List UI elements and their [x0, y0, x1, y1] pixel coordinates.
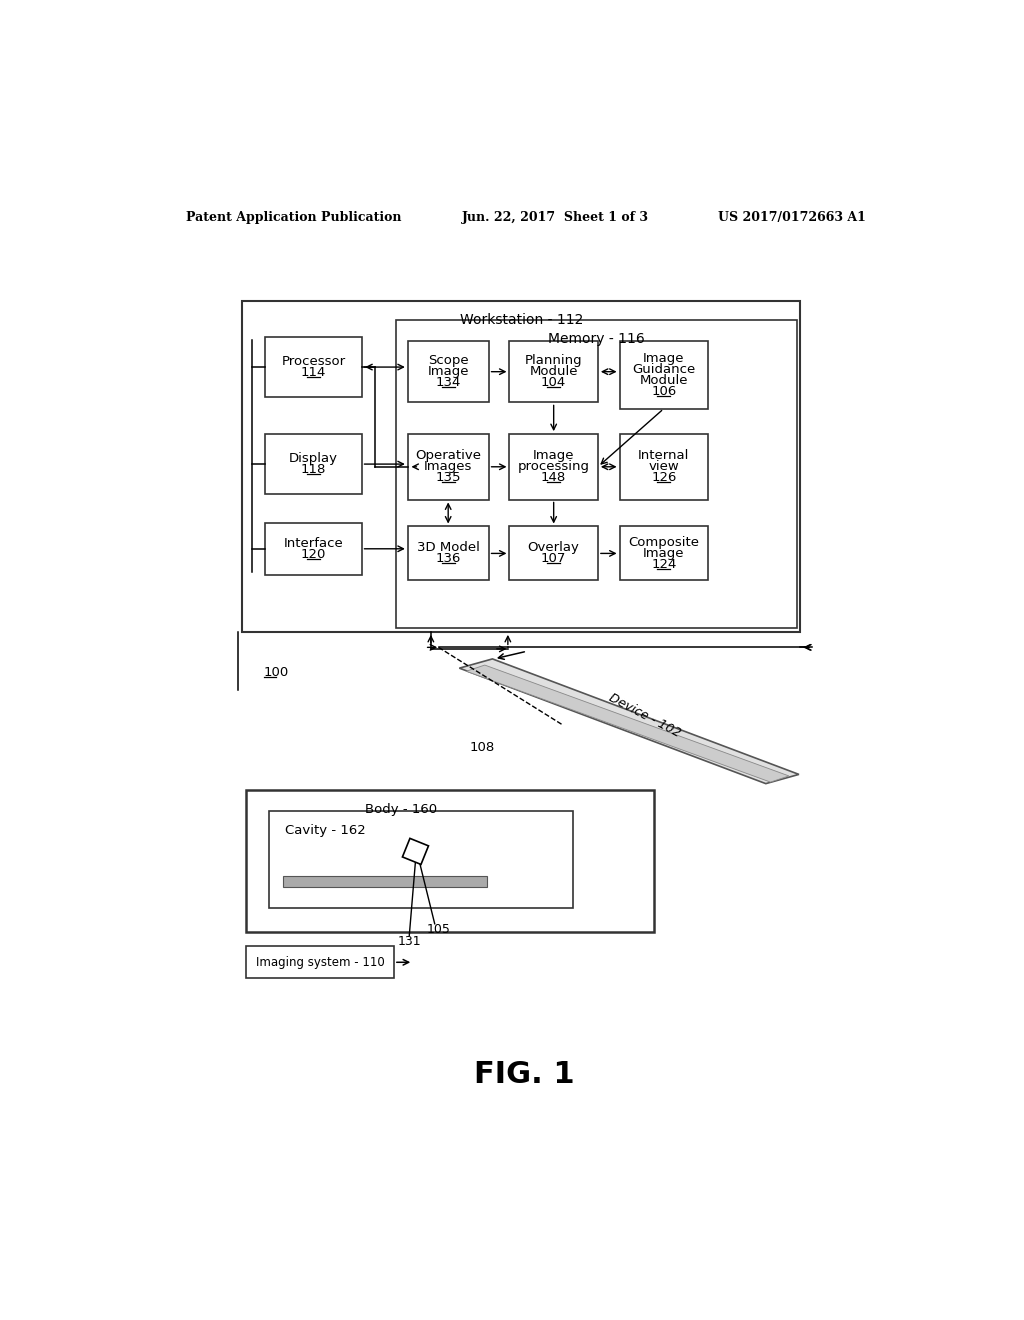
Bar: [509, 434, 598, 499]
Polygon shape: [402, 838, 428, 865]
Text: Module: Module: [640, 374, 688, 387]
Text: Body - 160: Body - 160: [366, 803, 437, 816]
Text: Memory - 116: Memory - 116: [548, 333, 645, 346]
Text: Composite: Composite: [629, 536, 699, 549]
Text: Operative: Operative: [415, 449, 481, 462]
Text: processing: processing: [518, 461, 590, 474]
Text: 136: 136: [435, 552, 461, 565]
Text: 131: 131: [397, 935, 421, 948]
Bar: [265, 434, 361, 494]
Text: 106: 106: [651, 384, 677, 397]
Bar: [265, 523, 361, 576]
Text: Overlay: Overlay: [527, 541, 580, 554]
Text: 108: 108: [469, 741, 495, 754]
Text: FIG. 1: FIG. 1: [474, 1060, 575, 1089]
Text: 134: 134: [435, 376, 461, 389]
Text: Workstation - 112: Workstation - 112: [460, 313, 583, 327]
Text: 124: 124: [651, 558, 677, 570]
Text: Guidance: Guidance: [632, 363, 695, 376]
Text: Patent Application Publication: Patent Application Publication: [186, 211, 401, 224]
Polygon shape: [460, 659, 799, 784]
Text: US 2017/0172663 A1: US 2017/0172663 A1: [718, 211, 866, 224]
Bar: [620, 527, 708, 581]
Bar: [396, 321, 797, 628]
Text: 3D Model: 3D Model: [417, 541, 479, 554]
Text: 107: 107: [541, 552, 566, 565]
Text: Display: Display: [289, 453, 338, 465]
Text: Image: Image: [643, 352, 684, 364]
Text: view: view: [648, 461, 679, 474]
Bar: [620, 341, 708, 409]
Text: Images: Images: [424, 461, 472, 474]
Bar: [283, 876, 487, 887]
Text: Device - 102: Device - 102: [606, 690, 683, 739]
Text: Image: Image: [643, 546, 684, 560]
Text: Image: Image: [427, 366, 469, 379]
Text: 114: 114: [301, 366, 326, 379]
Text: Planning: Planning: [525, 354, 583, 367]
Polygon shape: [466, 665, 788, 781]
Text: 148: 148: [541, 471, 566, 484]
Text: 120: 120: [301, 548, 326, 561]
Bar: [509, 527, 598, 581]
Bar: [408, 341, 488, 403]
Bar: [509, 341, 598, 403]
Text: Processor: Processor: [282, 355, 345, 368]
Bar: [408, 527, 488, 581]
Bar: [269, 812, 573, 908]
Bar: [620, 434, 708, 499]
Text: Jun. 22, 2017  Sheet 1 of 3: Jun. 22, 2017 Sheet 1 of 3: [462, 211, 648, 224]
Text: 135: 135: [435, 471, 461, 484]
Bar: [265, 337, 361, 397]
Text: Interface: Interface: [284, 537, 343, 550]
Text: Image: Image: [532, 449, 574, 462]
Text: Internal: Internal: [638, 449, 689, 462]
Bar: [246, 946, 394, 978]
Text: Cavity - 162: Cavity - 162: [285, 825, 366, 837]
Text: 104: 104: [541, 376, 566, 389]
Text: 126: 126: [651, 471, 677, 484]
Bar: [243, 301, 801, 632]
Text: 118: 118: [301, 463, 326, 477]
Text: Imaging system - 110: Imaging system - 110: [256, 956, 384, 969]
Text: Scope: Scope: [428, 354, 469, 367]
Text: Module: Module: [529, 366, 578, 379]
Bar: [408, 434, 488, 499]
Text: 100: 100: [264, 667, 289, 680]
Text: 105: 105: [427, 924, 451, 936]
Bar: [246, 789, 654, 932]
